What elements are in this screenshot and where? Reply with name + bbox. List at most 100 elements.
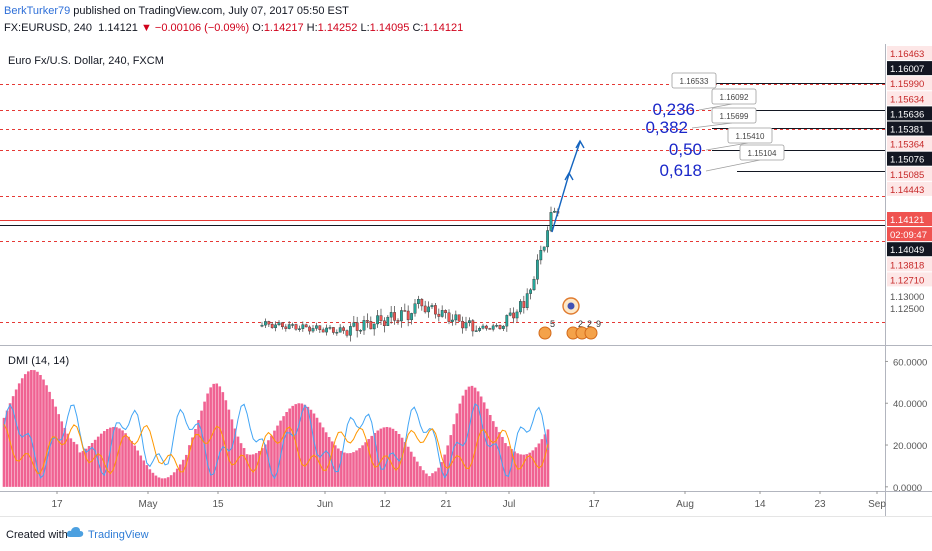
price-note-box[interactable] xyxy=(739,144,785,161)
candle-body xyxy=(308,326,311,332)
chart-canvas[interactable]: 01.165330,2361.160920,3821.156990,501.15… xyxy=(0,44,932,516)
price-axis-label: 1.12710 xyxy=(890,275,924,286)
event-dot-icon xyxy=(567,302,575,310)
candle-body xyxy=(277,322,281,326)
price-note-box[interactable] xyxy=(727,127,773,144)
time-axis-label: 17 xyxy=(588,499,600,510)
candle-body xyxy=(413,303,417,314)
author-link[interactable]: BerkTurker79 xyxy=(4,5,71,17)
price-axis-label: 1.15076 xyxy=(890,155,924,166)
candle-body xyxy=(457,314,461,322)
candle-body xyxy=(349,326,352,336)
candle-body xyxy=(532,279,536,291)
ohlc-c-key: C: xyxy=(412,22,424,34)
publish-line: BerkTurker79 published on TradingView.co… xyxy=(4,5,349,17)
candle-body xyxy=(362,320,366,331)
price-label-tag[interactable] xyxy=(887,272,932,287)
price-note-text: 1.15699 xyxy=(720,112,749,121)
candle-body xyxy=(304,324,308,328)
candle-body xyxy=(287,324,291,329)
candle-body xyxy=(549,212,553,231)
price-note-box[interactable] xyxy=(711,107,757,124)
price-axis-tick: 1.13000 xyxy=(890,292,924,303)
price-label-tag[interactable] xyxy=(887,136,932,151)
candle-body xyxy=(383,320,386,327)
fib-ratio-label[interactable]: 0,618 xyxy=(659,161,702,180)
price-axis-label: 1.13818 xyxy=(890,260,924,271)
candle-body xyxy=(553,210,556,213)
candle-body xyxy=(451,319,454,322)
candle-body xyxy=(417,299,420,304)
price-label-tag[interactable] xyxy=(887,166,932,181)
candle-body xyxy=(366,320,369,322)
publish-info: published on TradingView.com, July 07, 2… xyxy=(73,5,349,17)
candle-body xyxy=(284,326,288,329)
price-axis-label: 1.15634 xyxy=(890,94,924,105)
last-price: 1.14121 xyxy=(98,22,138,34)
price-axis-label: 1.14049 xyxy=(890,245,924,256)
economic-event-icon[interactable] xyxy=(538,326,552,340)
price-axis-label: 1.15085 xyxy=(890,170,924,181)
candle-body xyxy=(379,315,383,321)
candle-body xyxy=(515,311,519,319)
candle-body xyxy=(454,314,458,321)
price-label-tag[interactable] xyxy=(887,106,932,121)
candle-body xyxy=(332,327,335,333)
candle-body xyxy=(376,315,379,325)
symbol-label[interactable]: FX:EURUSD, 240 xyxy=(4,22,93,34)
candle-body xyxy=(495,325,498,327)
candle-body xyxy=(536,259,539,280)
candle-body xyxy=(352,322,356,327)
ohlc-o-value: 1.14217 xyxy=(263,22,304,34)
price-label-tag[interactable] xyxy=(887,121,932,136)
price-axis-label: 1.16007 xyxy=(890,64,924,75)
price-axis-label: 1.15636 xyxy=(890,109,924,120)
price-label-tag[interactable] xyxy=(887,257,932,272)
candle-body xyxy=(505,315,509,327)
price-note-box[interactable] xyxy=(711,88,757,105)
candle-body xyxy=(539,250,543,261)
price-label-tag[interactable] xyxy=(887,227,932,242)
time-axis-label: 12 xyxy=(379,499,391,510)
candle-body xyxy=(488,328,492,330)
candle-body xyxy=(478,328,481,331)
axes: 1.16463 1.16007 1.15990 1.15634 1.15636 1.153… xyxy=(0,44,932,516)
price-label-tag[interactable] xyxy=(887,151,932,166)
ohlc-h-value: 1.14252 xyxy=(317,22,358,34)
candle-body xyxy=(342,327,345,331)
price-label-tag[interactable] xyxy=(887,46,932,60)
candle-body xyxy=(311,328,315,332)
fib-ratio-label[interactable]: 0,236 xyxy=(652,100,695,119)
tradingview-cloud-icon[interactable] xyxy=(66,525,84,539)
candle-body xyxy=(440,310,444,317)
candle-body xyxy=(406,310,410,321)
tradingview-brand[interactable]: TradingView xyxy=(88,529,149,541)
candle-body xyxy=(260,324,264,327)
price-axis-label: 1.14121 xyxy=(890,215,924,226)
candle-body xyxy=(542,246,546,251)
event-count-label: 5 xyxy=(550,319,555,329)
price-label-tag[interactable] xyxy=(887,181,932,196)
candle-body xyxy=(502,325,505,329)
dmi-pane[interactable] xyxy=(2,369,550,487)
price-axis-label: 1.15364 xyxy=(890,140,924,151)
price-label-tag[interactable] xyxy=(887,212,932,226)
dmi-axis-label: 20.0000 xyxy=(893,441,927,452)
fib-ratio-label[interactable]: 0,50 xyxy=(669,140,702,159)
candle-body xyxy=(430,305,434,308)
candle-body xyxy=(294,324,298,330)
price-label-tag[interactable] xyxy=(887,242,932,257)
price-label-tag[interactable] xyxy=(887,76,932,91)
candle-body xyxy=(498,325,502,329)
time-axis-label: Aug xyxy=(676,499,694,510)
candle-body xyxy=(403,310,407,312)
time-axis-label: 23 xyxy=(814,499,826,510)
candle-body xyxy=(447,312,451,322)
economic-event-icon[interactable] xyxy=(584,326,598,340)
fib-ratio-label[interactable]: 0,382 xyxy=(645,118,688,137)
projection-arrow[interactable] xyxy=(551,139,585,233)
price-label-tag[interactable] xyxy=(887,61,932,76)
price-note-box[interactable] xyxy=(671,72,717,89)
price-label-tag[interactable] xyxy=(887,91,932,106)
main-price-pane[interactable]: 01.165330,2361.160920,3821.156990,501.15… xyxy=(0,72,885,342)
